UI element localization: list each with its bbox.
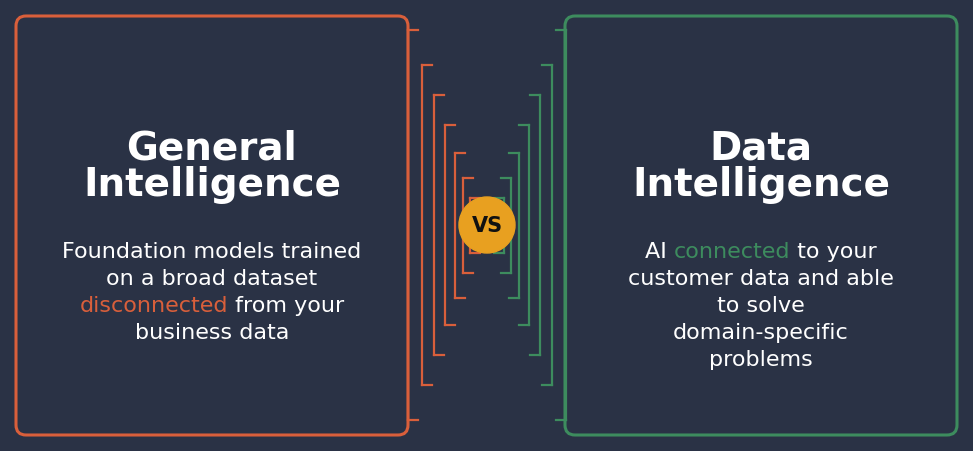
Text: VS: VS [472,216,503,236]
Text: connected: connected [674,242,790,262]
Text: business data: business data [135,323,289,343]
Text: domain-specific: domain-specific [673,323,848,343]
Text: to your: to your [790,242,877,262]
Text: customer data and able: customer data and able [628,269,894,289]
Text: AI: AI [645,242,674,262]
Text: Intelligence: Intelligence [83,166,341,204]
Text: problems: problems [709,350,812,370]
Text: to solve: to solve [717,296,805,316]
Text: General: General [126,129,298,167]
Circle shape [459,197,515,253]
FancyBboxPatch shape [565,16,957,435]
FancyBboxPatch shape [16,16,408,435]
Text: Intelligence: Intelligence [632,166,890,204]
Text: disconnected: disconnected [80,296,228,316]
Text: Foundation models trained: Foundation models trained [62,242,362,262]
Text: Data: Data [709,129,812,167]
Text: on a broad dataset: on a broad dataset [106,269,317,289]
Text: from your: from your [228,296,344,316]
